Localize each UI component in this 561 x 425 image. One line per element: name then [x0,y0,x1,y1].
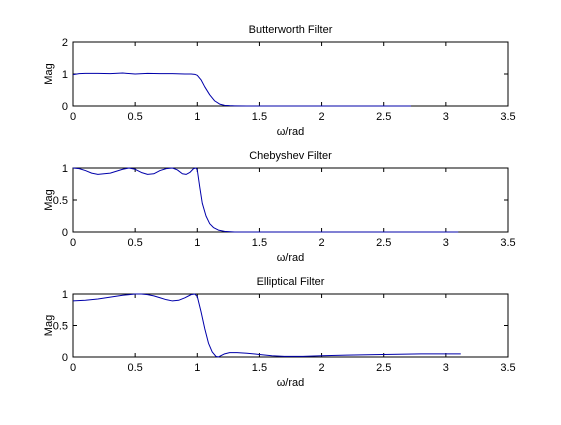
y-tick-label: 1 [62,163,68,175]
x-tick-label: 3.5 [500,111,515,123]
x-tick-label: 1.5 [252,237,267,249]
x-tick-label: 2.5 [376,362,391,374]
chart-title: Chebyshev Filter [249,150,332,162]
plot-area [72,41,509,107]
x-axis-label: ω/rad [277,126,305,138]
plot-area [72,293,509,358]
y-tick-label: 0 [62,227,68,239]
series-line [72,72,412,107]
x-tick-label: 0.5 [127,362,142,374]
x-tick-label: 0 [70,362,76,374]
x-tick-label: 3 [443,362,449,374]
x-tick-label: 2.5 [376,111,391,123]
y-axis-label: Mag [43,189,55,210]
subplot-1: 0 0.5 1 1.5 2 2.5 3 3.5 0 1 2 Butterworth Filter ω/r… [43,24,516,138]
x-tick-label: 1.5 [252,111,267,123]
x-tick-label: 0.5 [127,237,142,249]
plot-area [72,167,509,233]
x-tick-label: 2 [319,111,325,123]
x-tick-label: 3 [443,111,449,123]
y-tick-label: 1 [62,69,68,81]
x-tick-label: 1 [194,237,200,249]
chart-title: Butterworth Filter [249,24,333,36]
x-tick-label: 0 [70,237,76,249]
x-tick-label: 0 [70,111,76,123]
series-line [72,167,459,233]
x-axis-label: ω/rad [277,252,305,264]
y-tick-label: 0.5 [53,321,68,333]
x-tick-label: 1 [194,111,200,123]
x-tick-label: 3.5 [500,362,515,374]
x-tick-label: 3 [443,237,449,249]
subplot-2: 0 0.5 1 1.5 2 2.5 3 3.5 0 0.5 1 Chebyshev Filter ω/r… [43,150,516,264]
x-tick-label: 1 [194,362,200,374]
y-tick-label: 2 [62,37,68,49]
y-tick-label: 1 [62,289,68,301]
series-line [72,293,461,358]
y-axis-label: Mag [43,63,55,84]
y-axis-label: Mag [43,315,55,336]
x-tick-label: 0.5 [127,111,142,123]
x-axis-label: ω/rad [277,377,305,389]
subplot-3: 0 0.5 1 1.5 2 2.5 3 3.5 0 0.5 1 Elliptical Filter ω/… [43,276,516,389]
x-tick-label: 1.5 [252,362,267,374]
chart-title: Elliptical Filter [257,276,325,288]
x-tick-label: 3.5 [500,237,515,249]
y-tick-label: 0 [62,101,68,113]
y-tick-label: 0.5 [53,195,68,207]
x-tick-label: 2.5 [376,237,391,249]
x-tick-label: 2 [319,362,325,374]
x-tick-label: 2 [319,237,325,249]
y-tick-label: 0 [62,352,68,364]
